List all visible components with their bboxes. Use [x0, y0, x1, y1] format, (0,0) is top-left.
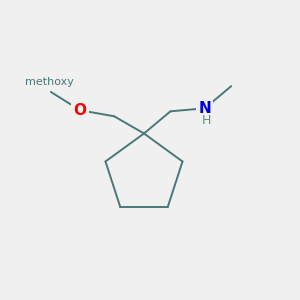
Text: N: N	[198, 101, 211, 116]
Text: H: H	[201, 114, 211, 128]
Text: O: O	[74, 103, 87, 118]
Text: methoxy: methoxy	[25, 76, 74, 87]
